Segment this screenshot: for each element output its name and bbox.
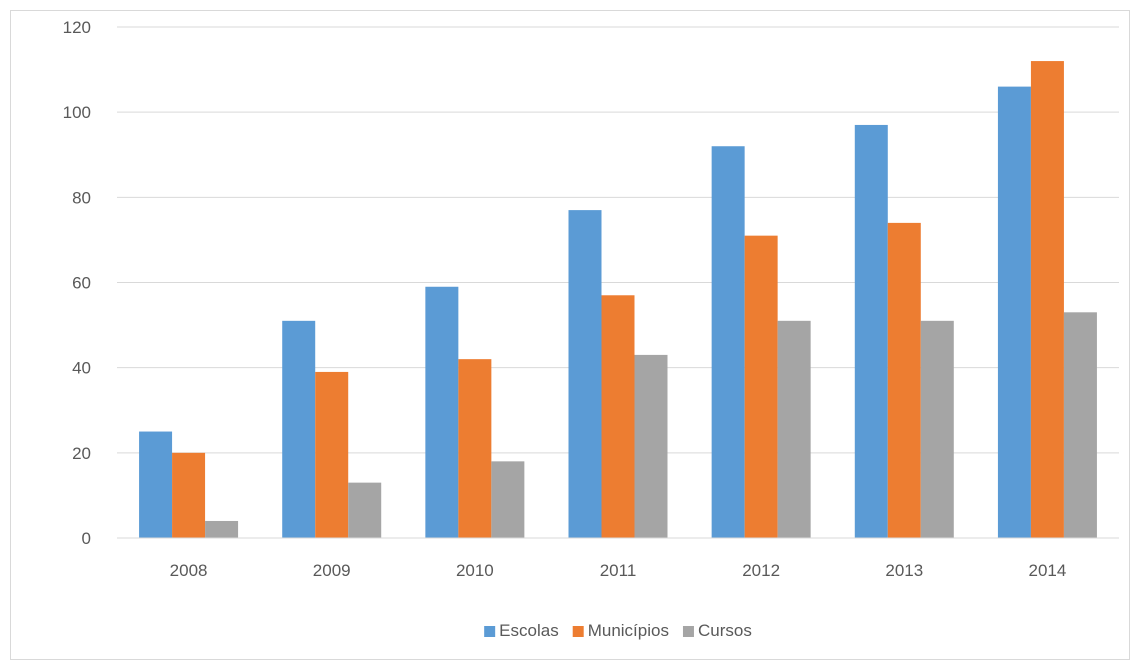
x-tick-label: 2012 bbox=[742, 561, 780, 580]
y-tick-label: 120 bbox=[63, 18, 91, 37]
y-axis-tick-labels: 0 20 40 60 80 100 120 bbox=[63, 18, 91, 548]
y-tick-label: 20 bbox=[72, 444, 91, 463]
bar-municípios-2013 bbox=[887, 222, 921, 538]
bar-chart: 0 20 40 60 80 100 120 2008 2009 2010 2011 2012 2013… bbox=[63, 18, 1119, 640]
bar-escolas-2012 bbox=[711, 146, 745, 538]
bar-cursos-2013 bbox=[920, 320, 954, 538]
bar-cursos-2014 bbox=[1063, 312, 1097, 538]
bar-municípios-2008 bbox=[172, 452, 206, 538]
x-tick-label: 2010 bbox=[456, 561, 494, 580]
bar-cursos-2010 bbox=[491, 461, 525, 538]
bar-municípios-2012 bbox=[744, 235, 778, 539]
bar-escolas-2011 bbox=[568, 210, 602, 538]
legend: Escolas Municípios Cursos bbox=[484, 621, 752, 640]
bar-escolas-2010 bbox=[425, 286, 459, 538]
legend-label: Municípios bbox=[588, 621, 669, 640]
y-tick-label: 40 bbox=[72, 359, 91, 378]
bar-escolas-2013 bbox=[854, 124, 888, 539]
bar-escolas-2009 bbox=[282, 320, 316, 538]
bar-cursos-2008 bbox=[205, 520, 239, 538]
legend-item: Escolas bbox=[484, 621, 559, 640]
y-tick-label: 80 bbox=[72, 188, 91, 207]
bar-escolas-2014 bbox=[997, 86, 1031, 538]
y-tick-label: 60 bbox=[72, 274, 91, 293]
y-tick-label: 100 bbox=[63, 103, 91, 122]
bar-cursos-2009 bbox=[348, 482, 382, 538]
bar-cursos-2012 bbox=[777, 320, 811, 538]
x-tick-label: 2011 bbox=[600, 561, 637, 580]
legend-swatch bbox=[572, 626, 584, 637]
legend-swatch bbox=[682, 626, 694, 637]
x-tick-label: 2008 bbox=[170, 561, 208, 580]
bar-escolas-2008 bbox=[139, 431, 173, 538]
bar-municípios-2010 bbox=[458, 359, 492, 538]
bar-cursos-2011 bbox=[634, 354, 668, 538]
legend-item: Municípios bbox=[572, 621, 669, 640]
legend-swatch bbox=[484, 626, 496, 637]
chart-frame: 0 20 40 60 80 100 120 2008 2009 2010 2011 2012 2013… bbox=[10, 10, 1130, 660]
legend-item: Cursos bbox=[682, 621, 752, 640]
x-tick-label: 2013 bbox=[885, 561, 923, 580]
bar-municípios-2011 bbox=[601, 295, 635, 538]
x-tick-label: 2014 bbox=[1029, 561, 1067, 580]
x-tick-label: 2009 bbox=[313, 561, 351, 580]
y-tick-label: 0 bbox=[82, 529, 91, 548]
legend-label: Escolas bbox=[499, 621, 559, 640]
bar-municípios-2009 bbox=[315, 371, 349, 538]
x-axis-tick-labels: 2008 2009 2010 2011 2012 2013 2014 bbox=[170, 561, 1067, 580]
bar-municípios-2014 bbox=[1030, 61, 1064, 539]
bars bbox=[139, 61, 1097, 539]
legend-label: Cursos bbox=[698, 621, 752, 640]
